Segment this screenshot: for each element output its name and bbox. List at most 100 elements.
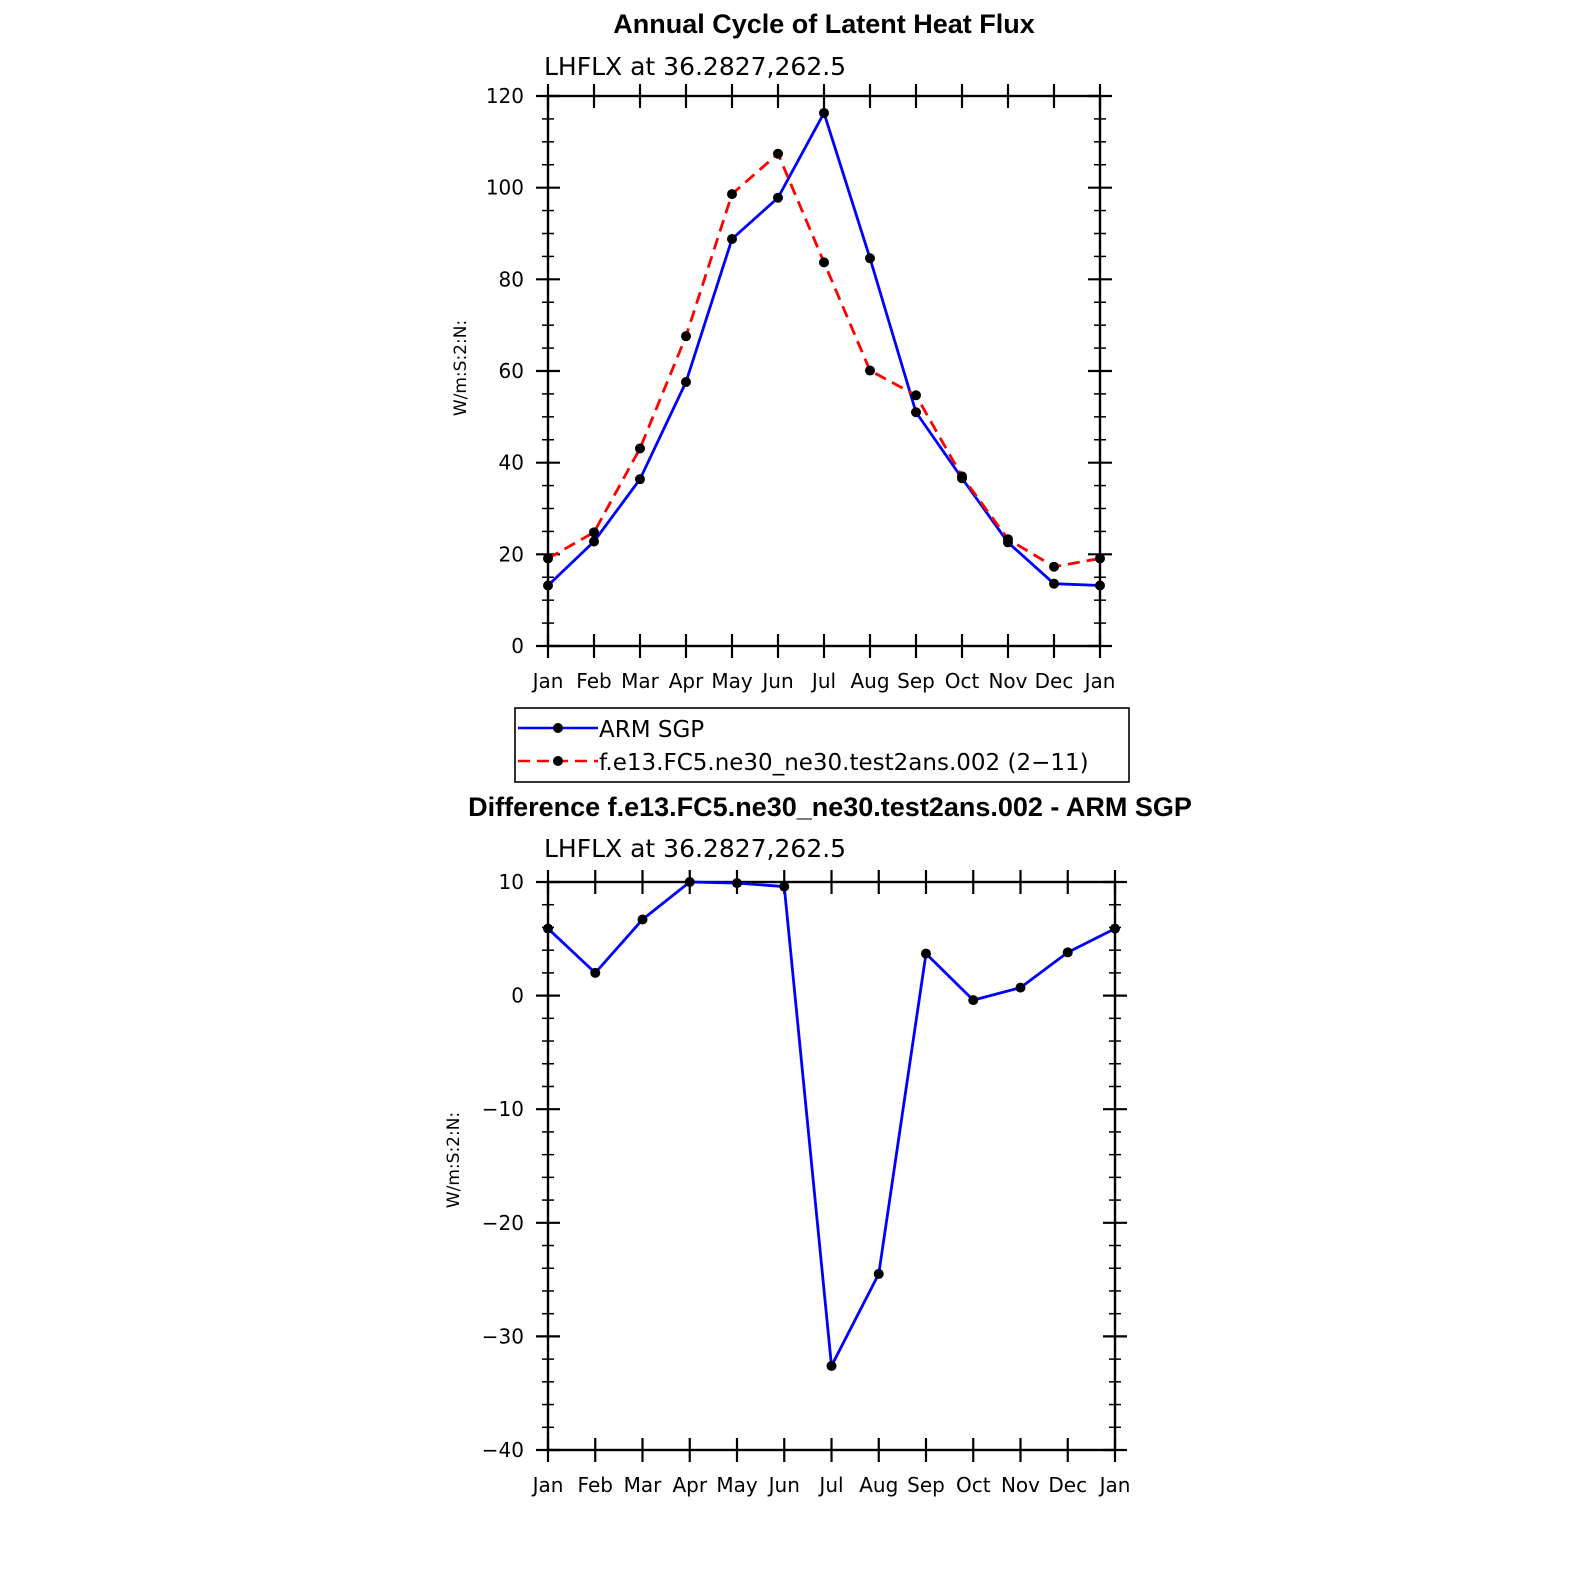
x-tick-label: Mar xyxy=(621,669,660,693)
y-tick-label: 100 xyxy=(486,176,524,200)
y-tick-label: −40 xyxy=(482,1438,524,1462)
difference-chart: Difference f.e13.FC5.ne30_ne30.test2ans.… xyxy=(444,792,1192,1497)
data-point xyxy=(543,553,553,564)
data-point xyxy=(773,148,783,159)
x-tick-labels: Jan Feb Mar Apr May Jun Jul Aug Sep Oct Nov Dec Jan xyxy=(531,1473,1131,1497)
chart-title: Difference f.e13.FC5.ne30_ne30.test2ans.… xyxy=(468,792,1192,822)
x-tick-label: Jan xyxy=(531,669,564,693)
data-point xyxy=(681,377,691,387)
y-axis-label: W/m:S:2:N: xyxy=(444,1112,464,1208)
y-tick-label: 80 xyxy=(499,267,524,291)
data-point xyxy=(873,1268,884,1279)
series-line xyxy=(547,152,1101,569)
series-line xyxy=(547,880,1116,1368)
data-point xyxy=(1095,553,1105,564)
data-point xyxy=(819,107,829,118)
x-tick-label: Jul xyxy=(817,1473,843,1497)
legend-marker-model xyxy=(553,756,563,766)
x-tick-label: May xyxy=(716,1473,758,1497)
x-tick-label: Dec xyxy=(1035,669,1074,693)
x-tick-label: May xyxy=(711,669,753,693)
data-point xyxy=(681,331,691,342)
data-point xyxy=(727,234,737,244)
series-lines xyxy=(543,107,1105,591)
chart-title: Annual Cycle of Latent Heat Flux xyxy=(613,9,1035,39)
x-tick-label: Jan xyxy=(1098,1473,1131,1497)
y-axis-label: W/m:S:2:N: xyxy=(451,320,471,416)
x-tick-label: Nov xyxy=(1001,1473,1040,1497)
data-point xyxy=(773,192,783,203)
annual-cycle-chart: Annual Cycle of Latent Heat Flux LHFLX a… xyxy=(451,9,1115,693)
y-tick-label: 20 xyxy=(499,542,524,566)
data-point xyxy=(637,914,648,925)
y-tick-label: 0 xyxy=(511,634,524,658)
x-tick-label: Feb xyxy=(578,1473,613,1497)
x-tick-label: Jun xyxy=(760,669,793,693)
data-point xyxy=(911,407,921,418)
data-point xyxy=(1003,534,1013,545)
data-point xyxy=(865,365,875,376)
series-line xyxy=(547,111,1101,587)
data-point xyxy=(1110,923,1120,934)
legend-label-obs: ARM SGP xyxy=(599,717,704,743)
data-point xyxy=(727,189,737,200)
series-lines xyxy=(543,877,1120,1371)
plot-frame xyxy=(546,94,1102,648)
y-tick-label: 60 xyxy=(499,359,524,383)
legend-entry-obs: ARM SGP xyxy=(518,717,704,743)
legend: ARM SGP f.e13.FC5.ne30_ne30.test2ans.002… xyxy=(514,707,1130,783)
x-tick-label: Oct xyxy=(956,1473,991,1497)
x-tick-label: Oct xyxy=(945,669,980,693)
x-tick-label: Aug xyxy=(850,669,889,693)
data-point xyxy=(1015,982,1026,993)
data-point xyxy=(635,443,645,454)
y-tick-label: −20 xyxy=(482,1211,524,1235)
x-tick-label: Mar xyxy=(624,1473,663,1497)
y-tick-label: 120 xyxy=(486,84,524,108)
data-point xyxy=(921,948,931,959)
x-tick-label: Jan xyxy=(531,1473,564,1497)
x-tick-label: Sep xyxy=(907,1473,945,1497)
data-point xyxy=(1062,947,1073,958)
legend-entry-model: f.e13.FC5.ne30_ne30.test2ans.002 (2−11) xyxy=(518,750,1089,776)
y-tick-label: 40 xyxy=(499,451,524,475)
y-tick-label: −30 xyxy=(482,1324,524,1348)
data-point xyxy=(957,471,967,482)
data-point xyxy=(543,580,553,591)
data-point xyxy=(635,474,645,485)
x-tick-label: Jan xyxy=(1083,669,1116,693)
data-point xyxy=(684,877,695,887)
chart-subtitle: LHFLX at 36.2827,262.5 xyxy=(544,834,846,863)
data-point xyxy=(589,527,599,538)
data-point xyxy=(819,257,829,268)
legend-marker-obs xyxy=(553,723,563,733)
x-tick-labels: Jan Feb Mar Apr May Jun Jul Aug Sep Oct Nov Dec Jan xyxy=(531,669,1116,693)
data-point xyxy=(911,390,921,401)
data-point xyxy=(543,923,553,934)
data-point xyxy=(865,253,875,264)
x-tick-label: Jul xyxy=(810,669,836,693)
data-point xyxy=(968,995,979,1006)
y-tick-label: −10 xyxy=(482,1097,524,1121)
x-tick-label: Nov xyxy=(988,669,1027,693)
legend-frame xyxy=(514,707,1130,783)
data-point xyxy=(590,967,601,978)
y-tick-labels: −40 −30 −20 −10 0 10 xyxy=(482,870,524,1462)
axes xyxy=(536,870,1127,1462)
data-point xyxy=(1049,561,1059,572)
x-tick-label: Feb xyxy=(576,669,611,693)
x-tick-label: Dec xyxy=(1048,1473,1087,1497)
data-point xyxy=(1095,580,1105,591)
legend-label-model: f.e13.FC5.ne30_ne30.test2ans.002 (2−11) xyxy=(599,750,1089,776)
x-tick-label: Apr xyxy=(669,669,704,693)
chart-subtitle: LHFLX at 36.2827,262.5 xyxy=(544,52,846,81)
data-point xyxy=(1049,578,1059,589)
y-tick-label: 0 xyxy=(511,984,524,1008)
data-point xyxy=(589,536,599,547)
x-tick-label: Apr xyxy=(672,1473,707,1497)
data-point xyxy=(732,878,742,889)
x-tick-label: Aug xyxy=(859,1473,898,1497)
x-tick-label: Sep xyxy=(897,669,935,693)
axes xyxy=(536,84,1112,658)
